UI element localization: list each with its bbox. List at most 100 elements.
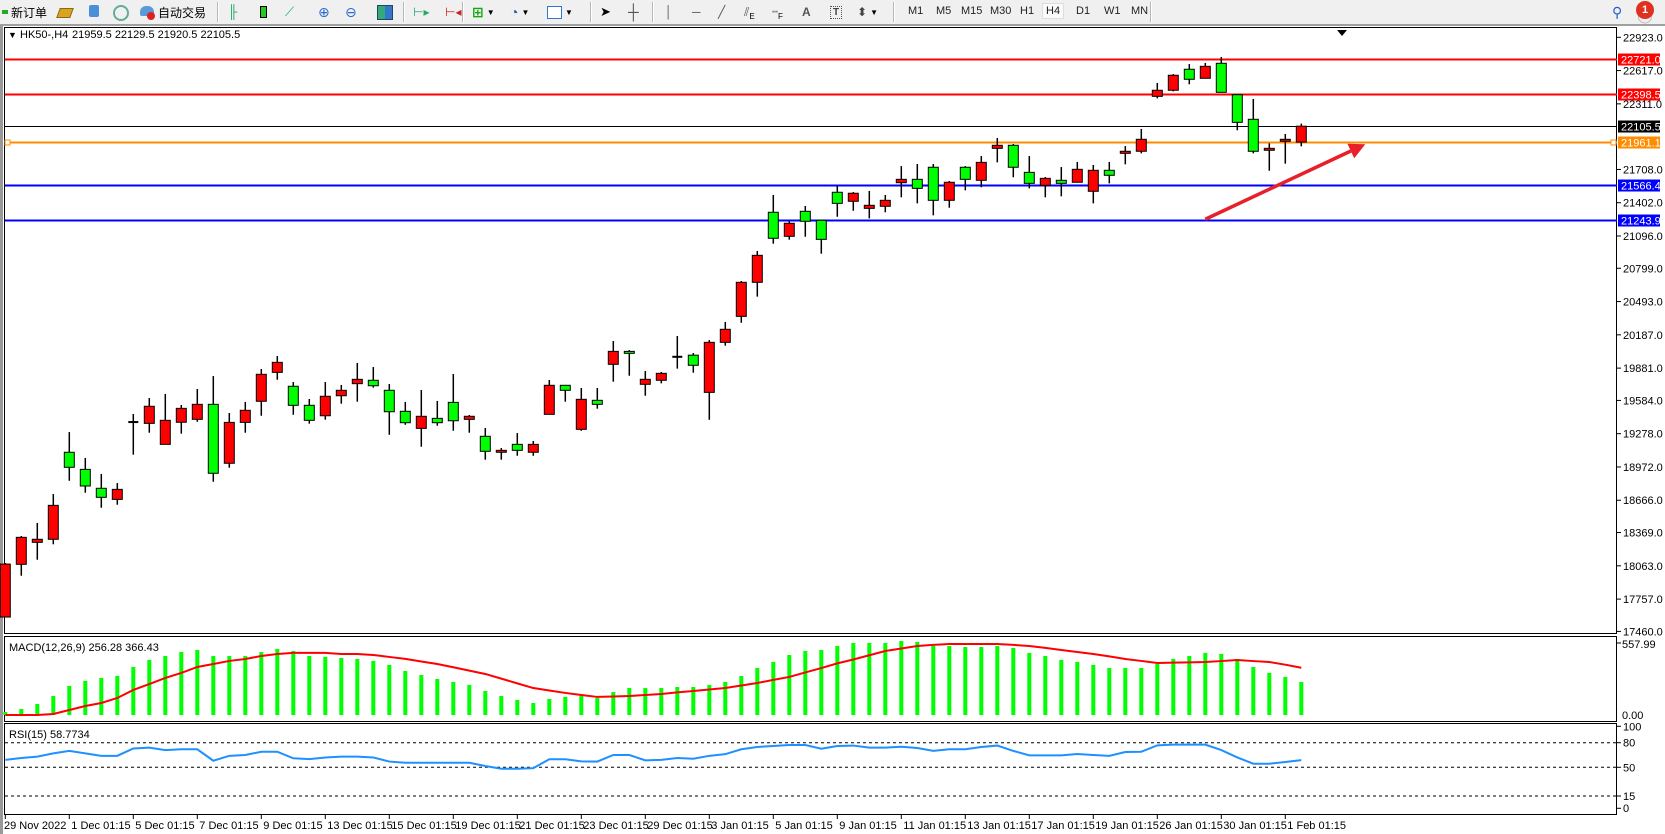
cursor-button[interactable]: ➤ [600, 3, 611, 21]
candle-body [1199, 65, 1211, 79]
text-label-tool-label: T [830, 5, 843, 19]
horizontal-line-button[interactable]: ─ [692, 3, 701, 21]
time-label: 5 Jan 01:15 [775, 820, 833, 832]
symbol-menu-triangle-icon[interactable]: ▼ [8, 30, 17, 40]
candle-body [1135, 138, 1147, 152]
candle-body [1183, 68, 1195, 80]
candle [527, 440, 539, 456]
chevron-down-icon: ▼ [521, 7, 530, 17]
equidistant-channel-button[interactable]: ⫽ E [744, 3, 755, 21]
rsi-axis-label: 50 [1623, 762, 1635, 774]
notification-badge: 1 [1636, 1, 1654, 19]
arrow-annotation[interactable] [1204, 143, 1366, 221]
macd-histogram-bar [1027, 652, 1032, 715]
arrow-head [1347, 143, 1366, 159]
timeframe-m15[interactable]: M15 [961, 5, 983, 17]
timeframe-h4[interactable]: H4 [1042, 3, 1065, 19]
candle [303, 399, 315, 424]
candle-body [31, 538, 43, 543]
timeframe-m30[interactable]: M30 [990, 5, 1012, 17]
candle-body [991, 144, 1003, 149]
candle [1263, 143, 1275, 171]
candle-body [975, 161, 987, 181]
candle [143, 398, 155, 433]
timeframe-w1[interactable]: W1 [1104, 5, 1121, 17]
candle-body [1023, 171, 1035, 184]
vertical-line-button[interactable]: │ [665, 3, 673, 21]
candle [591, 388, 603, 409]
macd-histogram-bar [579, 696, 584, 715]
macd-histogram-bar [979, 646, 984, 715]
zoom-out-button[interactable]: ⊖ [345, 3, 357, 21]
macd-histogram-bar [931, 645, 936, 715]
candle [415, 389, 427, 447]
macd-histogram-bar [675, 686, 680, 715]
line-chart-button[interactable]: ⟋ [285, 3, 301, 21]
macd-histogram-bar [1043, 656, 1048, 715]
text-button[interactable]: A [802, 3, 811, 21]
search-button[interactable]: ⚲ [1612, 3, 1622, 21]
candle [575, 388, 587, 431]
macd-histogram-bar [1219, 653, 1224, 715]
new-order-button[interactable]: 新订单 [2, 3, 47, 21]
candle-body [799, 210, 811, 222]
crosshair-button[interactable]: ┼ [628, 3, 639, 21]
horizontal-lines: 22721.0 22398.5 22105.5 21961.1 21566.4 21243… [4, 53, 1661, 228]
trendline-button[interactable]: ╱ [718, 3, 725, 21]
history-button[interactable] [86, 3, 102, 21]
candle-body [1279, 138, 1291, 142]
fibonacci-button[interactable]: ┅ F [772, 3, 783, 21]
candle-body [1295, 125, 1307, 143]
periods-button[interactable]: ◔ ▼ [510, 3, 529, 21]
arrows-button[interactable]: ⬍ ▼ [857, 3, 878, 21]
tile-windows-button[interactable] [376, 3, 393, 21]
candlestick-button[interactable] [255, 3, 271, 21]
chart-shift-marker[interactable] [1337, 30, 1347, 36]
templates-button[interactable]: ▼ [546, 3, 573, 21]
signals-button[interactable] [112, 3, 129, 21]
bar-chart-button[interactable]: ╟ [228, 3, 244, 21]
candle-body [351, 378, 363, 385]
price-tick-label: 18369.0 [1623, 528, 1663, 540]
candle-body [239, 409, 251, 423]
candle [831, 185, 843, 217]
candle [847, 192, 859, 211]
autoscroll-button[interactable]: ⊢◂ [445, 3, 461, 21]
candle-body [1167, 74, 1179, 91]
timeframe-d1[interactable]: D1 [1076, 5, 1091, 17]
new-chart-button[interactable]: ⊞ ▼ [472, 3, 495, 21]
candle [79, 458, 91, 493]
new-order-icon [2, 4, 8, 20]
auto-trading-button[interactable]: 自动交易 [139, 3, 206, 21]
timeframe-m1[interactable]: M1 [908, 5, 924, 17]
candle-body [943, 181, 955, 201]
price-tick-label: 20187.0 [1623, 330, 1663, 342]
gold-icon [56, 4, 74, 20]
text-label-button[interactable]: T [830, 3, 843, 21]
macd-histogram-bar [467, 684, 472, 715]
macd-histogram-bar [1283, 676, 1288, 715]
macd-indicator [3, 640, 1621, 716]
macd-histogram-bar [1155, 664, 1160, 715]
candle-body [0, 563, 11, 618]
timeframe-mn[interactable]: MN [1131, 5, 1149, 17]
candle [223, 413, 235, 468]
price-label-bg [1618, 214, 1660, 227]
candle [815, 219, 827, 254]
macd-histogram-bar [947, 645, 952, 715]
macd-label: MACD(12,26,9) 256.28 366.43 [9, 642, 159, 654]
candle-body [191, 403, 203, 420]
zoom-in-button[interactable]: ⊕ [318, 3, 330, 21]
candle-body [1039, 177, 1051, 186]
zoom-out-icon: ⊖ [345, 3, 357, 20]
candle [383, 383, 395, 435]
timeframe-m5[interactable]: M5 [936, 5, 952, 17]
market-watch-button[interactable] [56, 3, 74, 21]
candle [559, 384, 571, 402]
timeframe-h1[interactable]: H1 [1020, 5, 1035, 17]
main-chart-frame [4, 27, 1617, 634]
chart-shift-button[interactable]: ⊢▸ [413, 3, 429, 21]
candle-body [527, 443, 539, 453]
macd-histogram-bar [19, 708, 24, 715]
